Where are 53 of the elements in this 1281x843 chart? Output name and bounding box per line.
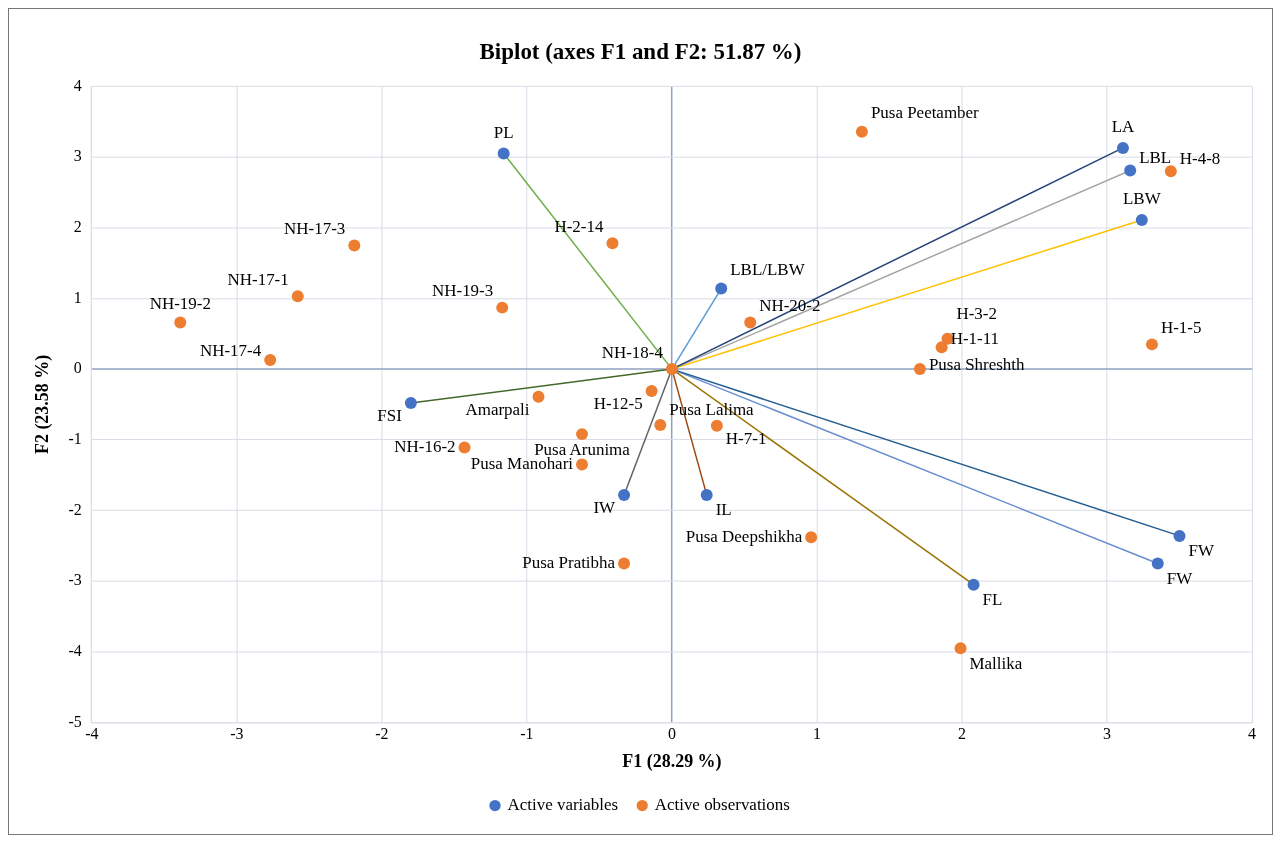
y-tick-label: 4: [73, 76, 82, 94]
x-tick-label: 0: [667, 725, 676, 743]
x-tick-label: -1: [520, 725, 534, 743]
annotation: IW: [593, 498, 616, 518]
x-tick-label: -4: [85, 725, 99, 743]
y-tick-label: -5: [68, 712, 82, 730]
annotation: PL: [493, 123, 514, 143]
annotation: FL: [982, 590, 1003, 610]
x-tick-label: 1: [812, 725, 821, 743]
annotation: LBW: [1122, 189, 1161, 209]
y-tick-label: 1: [73, 288, 82, 306]
annotation: H-12-5: [593, 394, 643, 414]
x-tick-label: -3: [230, 725, 244, 743]
annotation: H-7-1: [725, 429, 767, 449]
annotation: NH-17-1: [227, 269, 289, 289]
annotation: H-1-5: [1160, 317, 1202, 337]
y-tick-label: -2: [68, 500, 82, 518]
annotation: NH-19-3: [432, 281, 494, 301]
y-tick-label: 2: [73, 217, 82, 235]
annotation: Pusa Pratibha: [522, 552, 616, 572]
y-tick-label: 0: [73, 359, 82, 377]
y-tick-label: -4: [68, 642, 82, 659]
annotation: FW: [1166, 568, 1193, 588]
x-tick-label: 2: [957, 725, 966, 743]
annotation: H-1-11: [950, 328, 1000, 348]
y-tick-label: -1: [68, 429, 82, 447]
annotation: IL: [715, 500, 732, 520]
x-axis-title: F1 (28.29 %): [622, 751, 722, 773]
legend-label: Active observations: [654, 795, 790, 815]
annotation: NH-19-2: [149, 293, 211, 313]
annotation: LA: [1111, 117, 1136, 137]
y-tick-label: -3: [68, 571, 82, 589]
annotation: NH-17-4: [199, 341, 262, 361]
annotation: Pusa Peetamber: [870, 103, 980, 123]
x-tick-label: -2: [375, 725, 389, 743]
annotation: NH-17-3: [284, 218, 346, 238]
annotation: H-3-2: [956, 304, 997, 324]
chart-title: Biplot (axes F1 and F2: 51.87 %): [479, 38, 802, 64]
annotation: FW: [1188, 541, 1214, 561]
annotation: LBL: [1139, 148, 1172, 167]
annotation: NH-16-2: [394, 437, 456, 457]
x-tick-label: 4: [1248, 725, 1257, 743]
annotation: FSI: [377, 406, 403, 426]
y-axis-title: F2 (23.58 %): [32, 354, 54, 455]
legend-label: Active variables: [507, 795, 619, 815]
annotation: Amarpali: [465, 400, 530, 420]
annotation: Mallika: [969, 653, 1023, 673]
y-tick-label: 3: [73, 147, 82, 165]
x-tick-label: 3: [1103, 725, 1112, 743]
annotation: Pusa Shreshth: [928, 354, 1026, 374]
annotation: LBL/LBW: [730, 260, 805, 280]
annotation: H-4-8: [1179, 148, 1221, 168]
annotation: Pusa Deepshikha: [685, 526, 803, 546]
